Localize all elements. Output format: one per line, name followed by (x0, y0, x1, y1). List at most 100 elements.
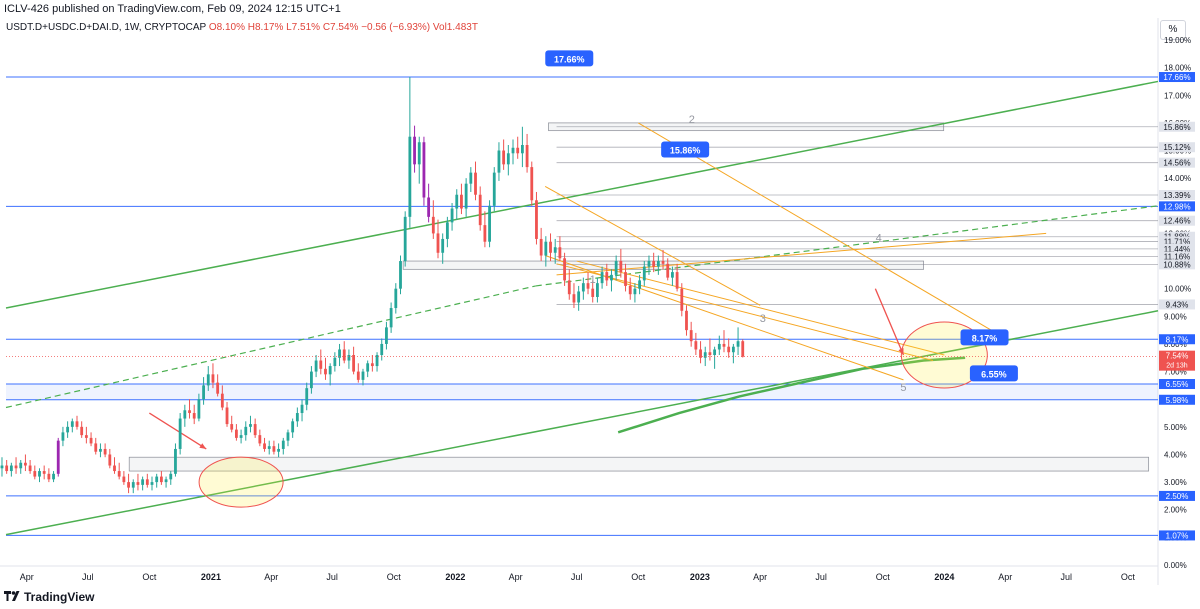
candle-body (642, 266, 646, 281)
callout-label: 8.17% (972, 333, 998, 343)
candle-body (539, 238, 543, 256)
candle-body (141, 479, 145, 485)
candle-body (441, 238, 445, 253)
x-tick-label: Oct (631, 572, 646, 582)
candle-body (652, 261, 656, 267)
support-band (6, 384, 1158, 400)
candle-body (103, 448, 107, 455)
price-level-label: 11.16% (1164, 253, 1191, 262)
x-tick-label: Apr (264, 572, 278, 582)
candle-body (314, 360, 318, 372)
wedge-line (556, 232, 1047, 276)
percent-scale-button[interactable]: % (1160, 20, 1186, 40)
candle-body (0, 465, 4, 469)
candle-body (722, 343, 726, 347)
y-tick-label: 14.00% (1164, 174, 1191, 183)
footer-brand[interactable]: TradingView (24, 590, 95, 604)
wedge-line (576, 260, 945, 356)
candle-body (375, 355, 379, 367)
candle-body (380, 343, 384, 355)
candle-body (131, 482, 135, 488)
candle-body (731, 346, 735, 353)
candle-body (671, 272, 674, 278)
candle-body (520, 145, 524, 154)
candle-body (291, 421, 295, 433)
candle-body (347, 355, 351, 361)
candle-body (239, 435, 243, 438)
candle-body (211, 374, 215, 383)
x-tick-label: Jul (815, 572, 827, 582)
price-level-label: 2.50% (1166, 492, 1189, 501)
tradingview-logo-icon (4, 590, 20, 604)
candle-body (680, 288, 684, 311)
candle-body (94, 443, 98, 452)
price-level-tag (1159, 121, 1195, 132)
candle-body (28, 465, 32, 472)
y-tick-label: 3.00% (1164, 478, 1187, 487)
candle-body (70, 421, 74, 427)
trend-channel-mid-dashed (5, 285, 536, 409)
candle-body (736, 341, 740, 347)
candle-body (258, 435, 262, 444)
candle-body (492, 172, 496, 206)
candle-body (277, 448, 281, 452)
publisher-header: ICLV-426 published on TradingView.com, F… (4, 3, 341, 15)
candle-body (699, 349, 702, 358)
candle-body (460, 194, 463, 209)
candle-body (600, 272, 604, 284)
candle-body (225, 407, 229, 425)
candle-body (52, 473, 55, 480)
x-tick-label: Apr (753, 572, 767, 582)
candle-body (56, 440, 60, 474)
candle-body (249, 424, 252, 427)
candle-body (61, 432, 65, 441)
wave-label: 1 (590, 274, 596, 286)
candle-body (535, 200, 538, 239)
candle-body (605, 272, 609, 281)
price-level-tag (1159, 251, 1195, 262)
candle-body (394, 288, 398, 309)
candle-body (488, 205, 491, 242)
candle-body (159, 476, 163, 483)
price-level-label: 8.17% (1166, 335, 1189, 344)
price-level-tag (1159, 236, 1195, 247)
candle-body (403, 216, 407, 262)
candle-body (234, 429, 238, 438)
y-tick-label: 10.00% (1164, 285, 1191, 294)
candle-body (553, 247, 557, 253)
callout-box (960, 329, 1009, 346)
price-level-label: 11.44% (1164, 245, 1191, 254)
candle-body (647, 261, 651, 267)
x-tick-label: 2021 (201, 572, 221, 582)
candle-body (47, 473, 51, 480)
candle-body (197, 399, 201, 419)
trend-channel-lower (5, 310, 1159, 536)
candle-body (581, 283, 585, 292)
candle-body (300, 404, 304, 414)
symbol-name[interactable]: USDT.D+USDC.D+DAI.D, 1W, CRYPTOCAP (6, 22, 207, 33)
x-tick-label: Apr (998, 572, 1012, 582)
candle-body (497, 150, 501, 173)
price-level-label: 1.07% (1166, 531, 1189, 540)
candle-body (408, 136, 412, 217)
candle-body (703, 352, 707, 358)
y-tick-label: 0.00% (1164, 561, 1187, 570)
price-level-tag (1159, 490, 1195, 501)
callout-label: 17.66% (554, 54, 585, 64)
candle-body (99, 448, 102, 452)
price-level-tag (1159, 243, 1195, 254)
candle-body (66, 426, 70, 433)
candle-body (619, 261, 623, 273)
candle-body (661, 261, 665, 264)
candle-body (230, 424, 234, 430)
candle-body (272, 446, 276, 452)
candle-body (38, 471, 41, 477)
support-zone (128, 456, 1150, 472)
wedge-line (544, 186, 761, 306)
candle-body (483, 225, 487, 242)
candle-body (178, 418, 182, 449)
candle-body (450, 208, 454, 223)
candle-body (263, 443, 266, 449)
candle-body (310, 371, 313, 389)
